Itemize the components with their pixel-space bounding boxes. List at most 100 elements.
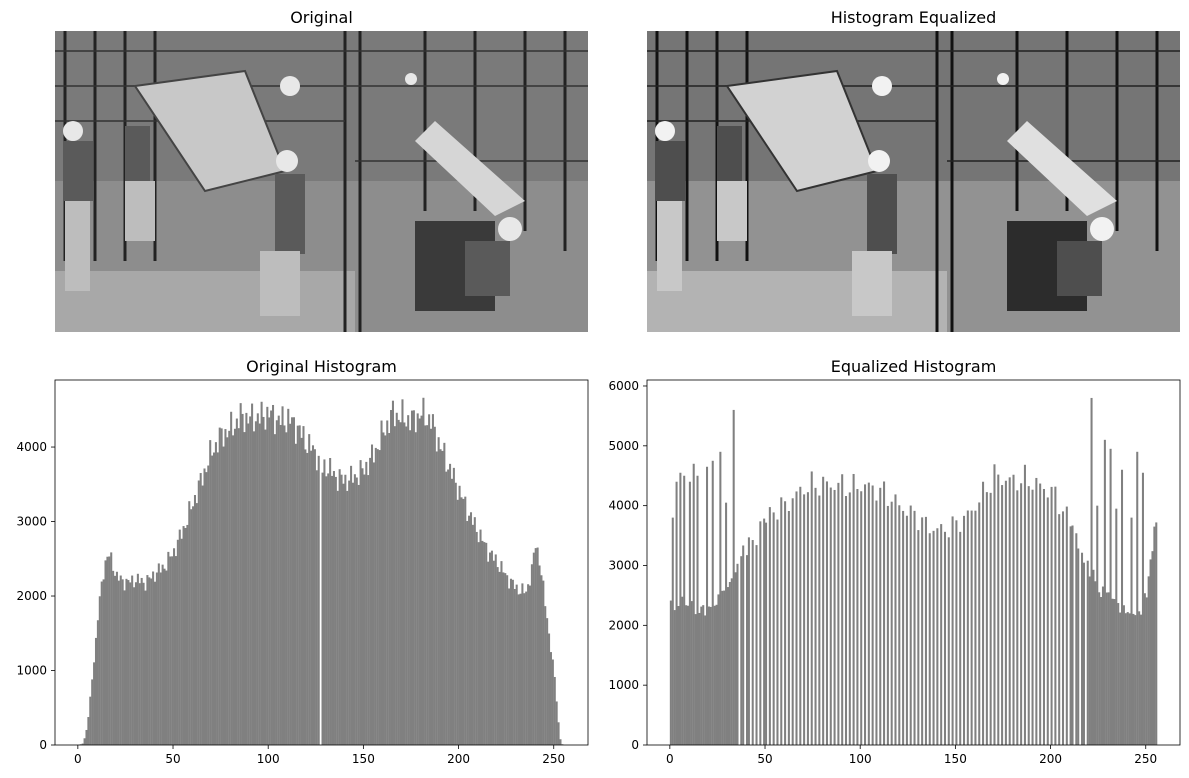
histogram-bar bbox=[955, 520, 958, 745]
histogram-bar bbox=[161, 564, 164, 745]
histogram-chart-2: 0 50 100 150 200 250 0 1000 2000 3000 4000 5000 6000… bbox=[608, 357, 1181, 766]
histogram-bar bbox=[190, 509, 193, 745]
histogram-bar bbox=[106, 556, 109, 745]
equalized-image-title: Histogram Equalized bbox=[830, 8, 997, 27]
histogram-bar bbox=[298, 425, 301, 745]
histogram-bar bbox=[192, 506, 195, 745]
histogram-bar bbox=[898, 505, 901, 745]
x-tick-label: 100 bbox=[849, 752, 872, 766]
histogram-bar bbox=[452, 467, 455, 745]
histogram-bar bbox=[353, 474, 356, 745]
histogram-bar bbox=[449, 463, 452, 745]
histogram-bar bbox=[108, 556, 111, 745]
histogram-bar bbox=[359, 460, 362, 745]
histogram-bar bbox=[176, 539, 179, 745]
histogram-bar bbox=[232, 435, 235, 745]
x-tick-label: 150 bbox=[944, 752, 967, 766]
histogram-bar bbox=[1126, 612, 1129, 745]
histogram-bar bbox=[517, 594, 520, 745]
histogram-bar bbox=[559, 739, 562, 745]
histogram-bar bbox=[1145, 597, 1148, 745]
x-tick-label: 100 bbox=[257, 752, 280, 766]
histogram-bar bbox=[317, 455, 320, 745]
histogram-bar bbox=[1107, 592, 1110, 745]
histogram-bar bbox=[468, 515, 471, 745]
histogram-bar bbox=[233, 428, 236, 745]
y-tick-label: 4000 bbox=[16, 440, 47, 454]
histogram-bar bbox=[719, 451, 722, 745]
histogram-bar bbox=[262, 416, 265, 745]
histogram-bar bbox=[256, 413, 259, 745]
histogram-bar bbox=[395, 412, 398, 745]
histogram-bar bbox=[268, 417, 271, 745]
histogram-bar bbox=[1113, 599, 1116, 745]
histogram-bar bbox=[1075, 533, 1078, 745]
histogram-bar bbox=[173, 548, 176, 745]
histogram-bar bbox=[100, 581, 103, 745]
histogram-bar bbox=[997, 474, 1000, 745]
histogram-bar bbox=[251, 403, 254, 745]
histogram-bar bbox=[799, 486, 802, 745]
histogram-bar bbox=[351, 482, 355, 745]
y-tick-label: 1000 bbox=[16, 664, 47, 678]
histogram-bar bbox=[85, 729, 88, 745]
histogram-bar bbox=[338, 469, 341, 745]
histogram-bar bbox=[745, 555, 749, 745]
histogram-bar bbox=[525, 591, 528, 745]
histogram-bar bbox=[102, 579, 105, 745]
histogram-bar bbox=[940, 524, 943, 745]
histogram-bar bbox=[1031, 489, 1034, 745]
histogram-bar bbox=[346, 490, 349, 745]
histogram-bar bbox=[313, 449, 316, 745]
histogram-bar bbox=[266, 406, 269, 745]
histogram-bar bbox=[462, 498, 465, 745]
y-tick-label: 1000 bbox=[608, 678, 639, 692]
histogram-bar bbox=[300, 437, 303, 745]
histogram-bar bbox=[275, 420, 278, 745]
histogram-bar bbox=[380, 420, 383, 745]
histogram-bar bbox=[245, 412, 248, 745]
histogram-bar bbox=[1122, 605, 1125, 745]
histogram-bar bbox=[555, 701, 558, 745]
histogram-bar bbox=[1050, 486, 1053, 745]
histogram-bar bbox=[350, 465, 353, 745]
histogram-bar bbox=[327, 473, 330, 745]
chart-title: Equalized Histogram bbox=[831, 357, 997, 376]
histogram-bar bbox=[479, 529, 482, 745]
histogram-bar bbox=[142, 582, 145, 745]
histogram-bar bbox=[673, 610, 676, 745]
histogram-bar bbox=[763, 518, 766, 745]
histogram-bar bbox=[363, 474, 366, 745]
histogram-bar bbox=[119, 575, 122, 745]
histogram-bar bbox=[422, 397, 425, 745]
histogram-bar bbox=[883, 481, 886, 745]
histogram-bar bbox=[936, 528, 939, 745]
histogram-bar bbox=[426, 425, 429, 745]
histogram-bar bbox=[294, 443, 297, 745]
histogram-bar bbox=[1155, 522, 1158, 745]
histogram-bar bbox=[367, 475, 370, 745]
histogram-bar bbox=[822, 476, 825, 745]
histogram-bar bbox=[1105, 592, 1108, 745]
histogram-bar bbox=[538, 565, 541, 745]
histogram-bar bbox=[397, 419, 400, 745]
histogram-bar bbox=[332, 471, 335, 745]
histogram-bar bbox=[420, 415, 423, 745]
histogram-bar bbox=[909, 505, 912, 745]
histogram-bar bbox=[211, 455, 214, 745]
histogram-bar bbox=[1027, 486, 1030, 745]
histogram-bar bbox=[441, 450, 444, 745]
histogram-bar bbox=[1103, 439, 1106, 745]
histogram-bar bbox=[104, 560, 107, 745]
histogram-bar bbox=[83, 738, 86, 745]
histogram-bar bbox=[534, 548, 537, 745]
histogram-bar bbox=[153, 581, 157, 745]
histogram-bar bbox=[110, 552, 113, 745]
histogram-bar bbox=[1082, 562, 1085, 745]
histogram-bar bbox=[1012, 474, 1015, 745]
histogram-bar bbox=[549, 652, 552, 745]
histogram-bar bbox=[721, 590, 724, 745]
x-tick-label: 200 bbox=[1039, 752, 1062, 766]
histogram-bar bbox=[1117, 603, 1120, 745]
histogram-bar bbox=[209, 440, 212, 745]
